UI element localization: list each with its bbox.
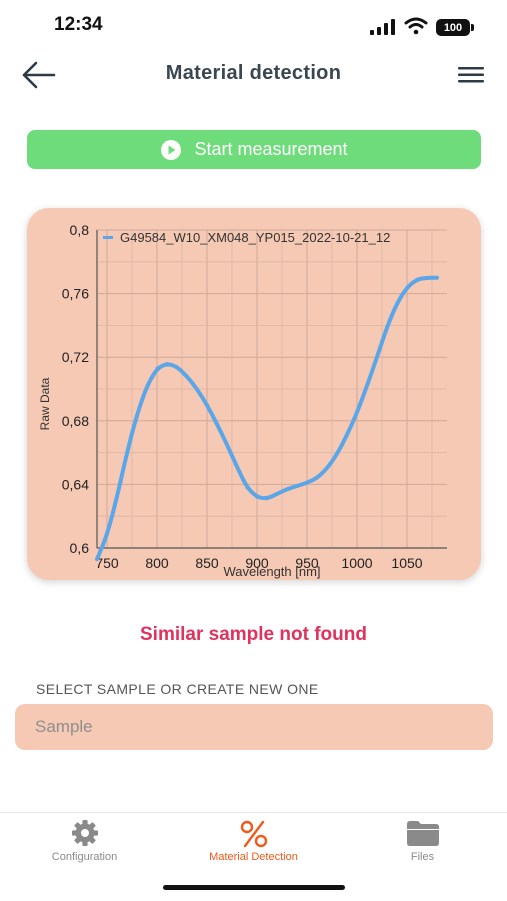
series-point bbox=[175, 365, 179, 369]
series-point bbox=[145, 384, 149, 388]
series-point bbox=[165, 361, 169, 366]
x-tick-labels: 750 800 850 900 950 1000 1050 bbox=[95, 555, 422, 571]
series-point bbox=[325, 466, 329, 471]
wifi-icon bbox=[404, 17, 428, 35]
x-tick-label: 950 bbox=[295, 555, 319, 571]
series-point bbox=[375, 355, 379, 359]
series-point bbox=[245, 485, 249, 490]
nav-material-detection-label: Material Detection bbox=[209, 851, 298, 863]
series-point bbox=[265, 497, 269, 501]
nav-configuration-label: Configuration bbox=[51, 851, 118, 863]
chart-legend: G49584_W10_XM048_YP015_2022-10-21_12 bbox=[103, 230, 390, 245]
series-point bbox=[105, 533, 109, 537]
series-point bbox=[275, 492, 279, 496]
x-tick-label: 800 bbox=[145, 555, 169, 571]
series-point bbox=[125, 451, 129, 455]
chart-card: 0,6 0,64 0,68 0,72 0,76 0,8 750 800 850 900 950 10… bbox=[27, 208, 481, 580]
y-axis-label: Raw Data bbox=[38, 377, 52, 430]
series-point bbox=[355, 411, 359, 415]
series-point bbox=[255, 495, 259, 499]
x-tick-label: 750 bbox=[95, 555, 119, 571]
series-point bbox=[295, 484, 299, 488]
start-measurement-button[interactable]: Start measurement bbox=[27, 130, 481, 169]
y-tick-label: 0,68 bbox=[62, 413, 89, 429]
x-tick-label: 850 bbox=[195, 555, 219, 571]
battery-tip bbox=[471, 24, 474, 31]
series-point bbox=[135, 412, 139, 417]
series-point bbox=[305, 481, 309, 485]
series-point bbox=[335, 452, 339, 456]
series-point bbox=[365, 384, 369, 388]
y-tick-label: 0,64 bbox=[62, 476, 89, 492]
nav-files-label: Files bbox=[410, 851, 435, 863]
arrow-left-icon bbox=[22, 61, 56, 89]
y-tick-label: 0,6 bbox=[70, 540, 90, 556]
x-axis-label: Wavelength [nm] bbox=[223, 564, 320, 579]
battery-indicator: 100 bbox=[436, 19, 470, 36]
series-point bbox=[195, 387, 199, 391]
spectrum-chart: 0,6 0,64 0,68 0,72 0,76 0,8 750 800 850 900 950 10… bbox=[38, 222, 447, 579]
series-point bbox=[185, 374, 189, 378]
gear-icon bbox=[71, 820, 98, 846]
series-point bbox=[395, 301, 399, 305]
series-point bbox=[345, 433, 349, 437]
series-point bbox=[405, 285, 409, 289]
series-point bbox=[115, 495, 119, 499]
chart-grid bbox=[96, 229, 447, 549]
start-measurement-label: Start measurement bbox=[194, 139, 348, 159]
series-point bbox=[155, 366, 159, 370]
page-title: Material detection bbox=[165, 62, 342, 84]
series-point bbox=[385, 325, 389, 329]
series-line bbox=[95, 275, 439, 562]
folder-icon bbox=[406, 821, 439, 846]
series-point bbox=[285, 487, 289, 491]
sample-input[interactable] bbox=[15, 704, 493, 750]
legend-swatch bbox=[103, 236, 113, 239]
x-tick-label: 1050 bbox=[391, 555, 422, 571]
series-point bbox=[415, 277, 419, 281]
series-point bbox=[215, 422, 219, 426]
y-tick-label: 0,8 bbox=[70, 222, 90, 238]
select-sample-label: SELECT SAMPLE OR CREATE NEW ONE bbox=[36, 681, 319, 697]
y-tick-label: 0,76 bbox=[62, 286, 89, 302]
status-time: 12:34 bbox=[54, 14, 103, 35]
hamburger-menu-icon bbox=[458, 67, 484, 83]
series-point bbox=[235, 465, 239, 469]
series-point bbox=[225, 443, 229, 447]
series-point bbox=[205, 403, 209, 407]
x-tick-label: 1000 bbox=[341, 555, 372, 571]
percent-icon bbox=[240, 820, 267, 848]
nav-files[interactable]: Files bbox=[338, 813, 507, 873]
legend-label: G49584_W10_XM048_YP015_2022-10-21_12 bbox=[120, 230, 390, 245]
nav-configuration[interactable]: Configuration bbox=[0, 813, 169, 873]
series-point bbox=[95, 557, 99, 561]
menu-button[interactable] bbox=[456, 64, 486, 86]
series-point bbox=[315, 476, 319, 480]
similar-sample-status: Similar sample not found bbox=[140, 624, 367, 645]
series-point bbox=[425, 276, 429, 280]
x-tick-label: 900 bbox=[245, 555, 269, 571]
y-tick-label: 0,72 bbox=[62, 349, 89, 365]
chart-series bbox=[95, 275, 439, 562]
back-button[interactable] bbox=[18, 58, 58, 92]
series-point bbox=[435, 276, 439, 280]
y-tick-labels: 0,6 0,64 0,68 0,72 0,76 0,8 bbox=[62, 222, 89, 556]
cellular-signal-icon bbox=[370, 19, 395, 35]
home-indicator bbox=[163, 885, 345, 890]
play-circle-icon bbox=[161, 139, 182, 160]
nav-material-detection[interactable]: Material Detection bbox=[169, 813, 338, 873]
